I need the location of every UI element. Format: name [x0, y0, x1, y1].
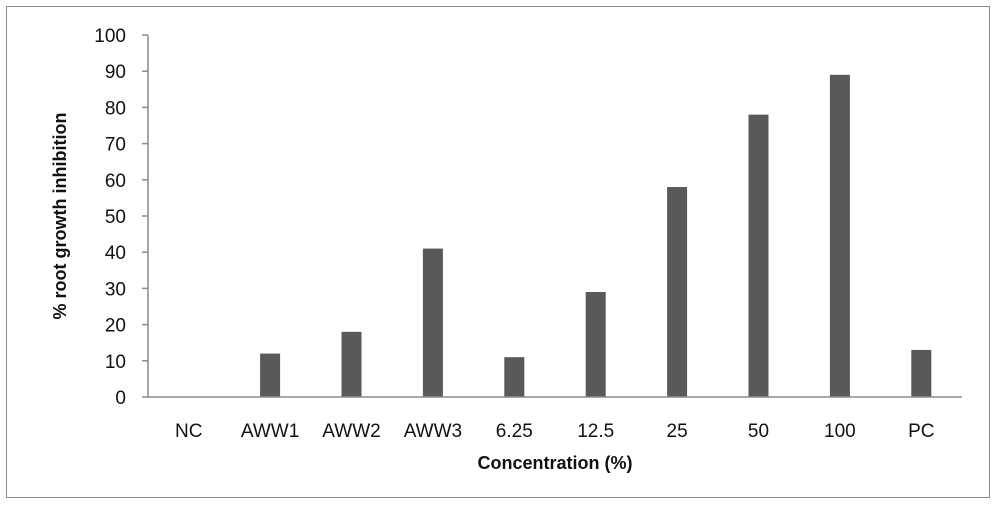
y-axis-ticks: 0 10 20 30 40 50 60 70 80 90 100: [94, 26, 148, 409]
x-tick-label: 50: [748, 421, 769, 442]
y-tick-label: 100: [94, 26, 126, 47]
y-tick-label: 30: [105, 279, 126, 300]
x-tick-label: NC: [175, 421, 202, 442]
x-tick-label: AWW2: [322, 421, 380, 442]
bar-12-5: [585, 292, 606, 397]
bars: [260, 74, 932, 397]
bar-100: [829, 74, 850, 397]
y-tick-label: 80: [105, 98, 126, 119]
y-tick-label: 50: [105, 207, 126, 228]
x-tick-label: AWW1: [241, 421, 299, 442]
x-tick-label: 25: [667, 421, 688, 442]
y-tick-label: 40: [105, 243, 126, 264]
y-axis-title: % root growth inhibition: [50, 113, 70, 320]
y-tick-label: 60: [105, 171, 126, 192]
y-tick-label: 10: [105, 352, 126, 373]
x-tick-label: 6.25: [496, 421, 533, 442]
x-tick-label: 100: [824, 421, 856, 442]
y-tick-label: 20: [105, 316, 126, 337]
x-axis-ticks: NC AWW1 AWW2 AWW3 6.25 12.5 25 50 100 PC: [175, 421, 935, 442]
bar-aww1: [260, 353, 281, 397]
bar-pc: [911, 349, 932, 397]
bar-6-25: [504, 357, 525, 397]
chart-frame: [6, 6, 990, 498]
bar-25: [667, 187, 688, 397]
x-tick-label: PC: [908, 421, 934, 442]
bar-aww2: [341, 331, 362, 397]
y-tick-label: 0: [115, 388, 126, 409]
bar-aww3: [422, 248, 443, 397]
bar-50: [748, 114, 769, 397]
y-tick-label: 70: [105, 135, 126, 156]
x-tick-label: 12.5: [577, 421, 614, 442]
x-tick-label: AWW3: [404, 421, 462, 442]
x-axis-title: Concentration (%): [478, 453, 633, 473]
y-tick-label: 90: [105, 62, 126, 83]
